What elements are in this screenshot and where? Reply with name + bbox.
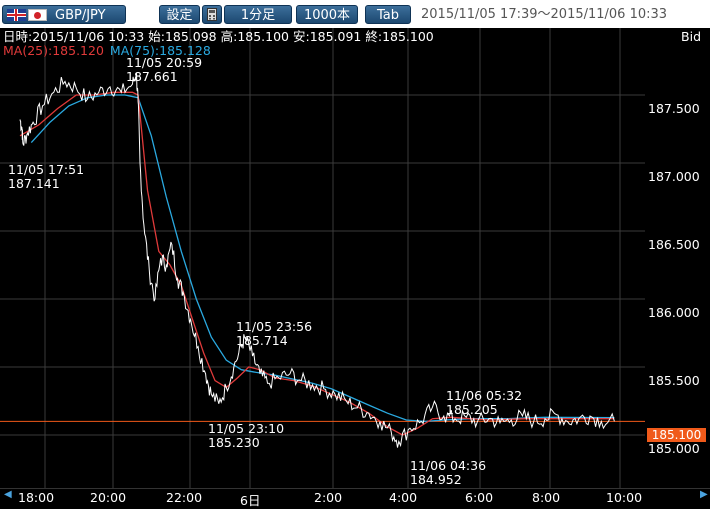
annotation-value: 185.714 xyxy=(236,333,288,348)
x-tick-label: 8:00 xyxy=(532,490,561,505)
annotation-rebound: 11/05 23:56 185.714 xyxy=(236,320,312,348)
annotation-start-low: 11/05 17:51 187.141 xyxy=(8,163,84,191)
date-range-text: 2015/11/05 17:39～2015/11/06 10:33 xyxy=(421,7,668,22)
currency-flags xyxy=(7,9,49,28)
japan-flag-icon xyxy=(28,9,47,21)
toolbar: GBP/JPY 設定 1分足 1000本 Tab 2015/11/05 17:3… xyxy=(0,0,710,28)
calculator-button[interactable] xyxy=(202,5,222,24)
bar-count-selector[interactable]: 1000本 xyxy=(296,5,358,24)
uk-flag-icon xyxy=(7,9,26,21)
y-tick-label: 186.500 xyxy=(648,237,700,252)
y-tick-label: 185.000 xyxy=(648,441,700,456)
annotation-time: 11/05 23:10 xyxy=(208,421,285,436)
x-tick-label: 22:00 xyxy=(166,490,203,505)
current-price-marker: 185.100 xyxy=(647,428,706,442)
currency-pair-label: GBP/JPY xyxy=(55,8,106,23)
ma25-line xyxy=(19,91,615,436)
x-tick-label: 6:00 xyxy=(465,490,494,505)
currency-pair-selector[interactable]: GBP/JPY xyxy=(2,5,126,24)
interval-selector[interactable]: 1分足 xyxy=(224,5,292,24)
annotation-value: 187.661 xyxy=(126,69,178,84)
x-tick-label: 18:00 xyxy=(18,490,55,505)
ohlc-readout: 日時:2015/11/06 10:33 始:185.098 高:185.100 … xyxy=(3,29,434,44)
price-type-label: Bid xyxy=(681,29,701,44)
annotation-time: 11/05 17:51 xyxy=(8,162,85,177)
time-axis-bar[interactable] xyxy=(0,488,710,509)
price-chart[interactable] xyxy=(0,28,710,488)
ma25-value: MA(25):185.120 xyxy=(3,43,104,58)
ma-readout: MA(25):185.120 MA(75):185.128 xyxy=(3,44,211,58)
x-tick-label: 6日 xyxy=(240,493,261,508)
annotation-time: 11/06 04:36 xyxy=(410,458,487,473)
annotation-value: 187.141 xyxy=(8,176,60,191)
annotation-high: 11/05 20:59 187.661 xyxy=(126,56,202,84)
annotation-value: 185.230 xyxy=(208,435,260,450)
annotation-value: 184.952 xyxy=(410,472,462,487)
x-tick-label: 20:00 xyxy=(90,490,127,505)
annotation-morning: 11/06 05:32 185.205 xyxy=(446,389,522,417)
ma75-value: MA(75):185.128 xyxy=(109,43,211,58)
y-tick-label: 187.000 xyxy=(648,169,700,184)
x-tick-label: 2:00 xyxy=(314,490,343,505)
chart-lines xyxy=(19,72,615,448)
annotation-low: 11/06 04:36 184.952 xyxy=(410,459,486,487)
price-line xyxy=(19,72,615,448)
settings-button[interactable]: 設定 xyxy=(159,5,200,24)
tab-button[interactable]: Tab xyxy=(365,5,411,24)
annotation-dip: 11/05 23:10 185.230 xyxy=(208,422,284,450)
annotation-time: 11/05 23:56 xyxy=(236,319,313,334)
scroll-left-icon[interactable]: ◀ xyxy=(4,489,12,500)
annotation-value: 185.205 xyxy=(446,402,498,417)
ma75-line xyxy=(30,94,615,423)
x-tick-label: 4:00 xyxy=(389,490,418,505)
x-tick-label: 10:00 xyxy=(606,490,643,505)
scroll-right-icon[interactable]: ▶ xyxy=(700,489,708,500)
y-tick-label: 187.500 xyxy=(648,101,700,116)
y-tick-label: 185.500 xyxy=(648,373,700,388)
y-tick-label: 186.000 xyxy=(648,305,700,320)
annotation-time: 11/05 20:59 xyxy=(126,55,203,70)
calculator-icon xyxy=(207,8,217,21)
annotation-time: 11/06 05:32 xyxy=(446,388,523,403)
